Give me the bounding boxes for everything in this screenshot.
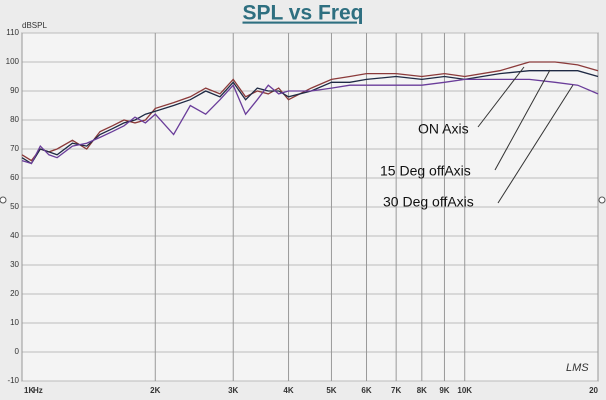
- y-tick-label: 90: [10, 86, 19, 95]
- x-tick-label: 7K: [391, 386, 401, 395]
- x-tick-label: 20: [589, 386, 598, 395]
- x-axis-label: Hz: [33, 386, 43, 395]
- series-line: [21, 78, 599, 165]
- leader-line: [477, 66, 525, 128]
- y-tick-label: 110: [6, 28, 19, 37]
- series-line: [21, 61, 599, 162]
- x-tick-label: 2K: [150, 386, 160, 395]
- y-tick-label: 70: [10, 144, 19, 153]
- x-tick-label: 1K: [24, 386, 34, 395]
- y-tick-label: 30: [10, 260, 19, 269]
- y-tick-label: 80: [10, 115, 19, 124]
- y-tick-label: 100: [6, 57, 20, 66]
- edge-handle: [0, 196, 7, 204]
- leader-line: [497, 84, 574, 204]
- y-axis-label: dBSPL: [22, 21, 47, 30]
- lines: [21, 61, 599, 165]
- chart-title: SPL vs Freq: [243, 2, 364, 25]
- y-tick-label: 20: [10, 289, 19, 298]
- x-tick-label: 6K: [361, 386, 371, 395]
- logo: LMS: [566, 362, 589, 374]
- edge-handle: [598, 196, 606, 204]
- y-tick-label: 10: [10, 318, 19, 327]
- y-tick-label: 0: [15, 347, 20, 356]
- x-tick-label: 8K: [417, 386, 427, 395]
- x-tick-label: 4K: [283, 386, 293, 395]
- annotation: ON Axis: [418, 121, 469, 137]
- annotation: 30 Deg offAxis: [383, 194, 474, 210]
- x-tick-label: 3K: [228, 386, 238, 395]
- y-tick-label: -10: [7, 376, 19, 385]
- y-tick-label: 40: [10, 231, 19, 240]
- x-tick-label: 10K: [457, 386, 472, 395]
- y-tick-label: 50: [10, 202, 19, 211]
- y-tick-label: 60: [10, 173, 19, 182]
- grid: [21, 32, 599, 382]
- annotation: 15 Deg offAxis: [380, 163, 471, 179]
- leader-line: [494, 69, 551, 171]
- x-tick-label: 9K: [439, 386, 449, 395]
- series-line: [21, 70, 599, 165]
- x-tick-label: 5K: [326, 386, 336, 395]
